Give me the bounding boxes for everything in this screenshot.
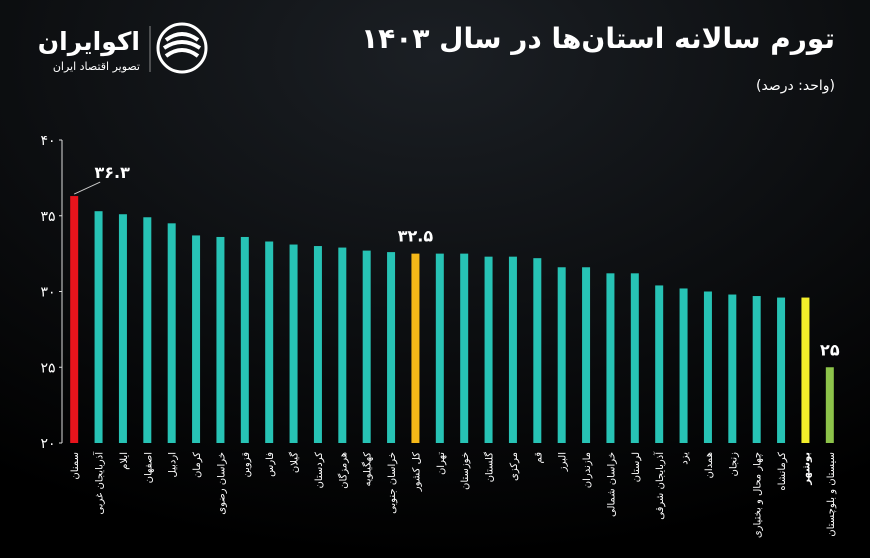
x-tick-label: یزد <box>680 452 691 465</box>
x-tick-label: همدان <box>704 452 715 478</box>
bar <box>582 267 591 443</box>
bar <box>557 267 566 443</box>
bar <box>630 273 639 443</box>
x-tick-label: لرستان <box>631 452 642 482</box>
x-tick-label: کرمان <box>192 452 203 478</box>
bar <box>508 256 517 443</box>
x-tick-label: گلستان <box>484 452 496 483</box>
x-tick-label: گیلان <box>289 452 301 473</box>
x-tick-label: هرمزگان <box>337 452 349 489</box>
bar <box>338 247 347 443</box>
x-tick-label: کرمانشاه <box>777 452 788 491</box>
bar <box>362 250 371 443</box>
brand-tagline: تصویر اقتصاد ایران <box>53 60 140 73</box>
x-tick-label: ایلام <box>119 452 130 470</box>
y-tick-label: ۴۰ <box>40 133 55 149</box>
x-tick-label: سیستان و بلوچستان <box>826 452 837 537</box>
bar <box>801 297 810 443</box>
x-tick-label: سمنان <box>70 452 81 480</box>
bar <box>777 297 786 443</box>
chart-title: تورم سالانه استان‌ها در سال ۱۴۰۳ <box>361 22 835 55</box>
x-tick-label: آذربایجان شرقی <box>653 451 666 520</box>
leader-line <box>73 181 101 195</box>
bar <box>460 253 469 443</box>
bar <box>435 253 444 443</box>
bar <box>484 256 493 443</box>
x-tick-label: خوزستان <box>460 452 471 490</box>
bar <box>240 236 249 443</box>
bar <box>387 252 396 443</box>
bar <box>606 273 615 443</box>
x-tick-label: خراسان شمالی <box>606 452 617 517</box>
bar <box>752 296 761 443</box>
bar <box>728 294 737 443</box>
y-tick-label: ۳۰ <box>40 285 55 301</box>
x-tick-label: زنجان <box>728 452 739 477</box>
x-tick-label: اردبیل <box>168 452 179 477</box>
bar <box>216 236 225 443</box>
x-tick-label: تهران <box>436 452 447 475</box>
x-tick-label: مرکزی <box>509 452 520 481</box>
x-tick-label: کل کشور <box>411 452 422 492</box>
x-tick-label: فارس <box>265 452 276 477</box>
chart-subtitle: (واحد: درصد) <box>756 78 835 94</box>
value-label: ۲۵ <box>820 340 840 359</box>
bar <box>192 235 201 443</box>
bar <box>825 367 834 443</box>
bar <box>411 253 420 443</box>
bar <box>70 196 79 443</box>
value-label: ۳۶.۳ <box>95 163 131 182</box>
x-tick-label: مازندران <box>582 452 593 488</box>
x-tick-label: قزوین <box>241 452 252 478</box>
y-tick-label: ۲۰ <box>40 436 55 452</box>
x-tick-label: اصفهان <box>143 452 154 483</box>
x-tick-label: البرز <box>558 452 569 472</box>
bar <box>679 288 688 443</box>
x-tick-label: آذربایجان غربی <box>93 451 106 515</box>
bar <box>289 244 298 443</box>
bar <box>94 211 103 443</box>
x-tick-label: خراسان رضوی <box>216 452 227 515</box>
y-tick-label: ۳۵ <box>40 209 55 225</box>
x-tick-label: چهار محال و بختیاری <box>753 452 764 538</box>
bar <box>703 291 712 443</box>
x-tick-label: خراسان جنوبی <box>387 452 398 514</box>
bar <box>118 214 127 443</box>
y-tick-label: ۲۵ <box>40 360 55 376</box>
bar <box>533 258 542 443</box>
bar <box>313 246 322 443</box>
logo: اکوایران تصویر اقتصاد ایران <box>38 22 208 74</box>
x-tick-label: قم <box>533 452 544 464</box>
x-tick-label: بوشهر <box>801 452 812 486</box>
x-tick-label: کهگیلویه <box>362 452 374 487</box>
bar <box>265 241 274 443</box>
brand-name: اکوایران <box>38 27 140 57</box>
bar <box>143 217 152 443</box>
value-label: ۳۲.۵ <box>398 227 434 246</box>
bar <box>167 223 176 443</box>
bar <box>655 285 664 443</box>
x-tick-label: کردستان <box>314 452 325 489</box>
